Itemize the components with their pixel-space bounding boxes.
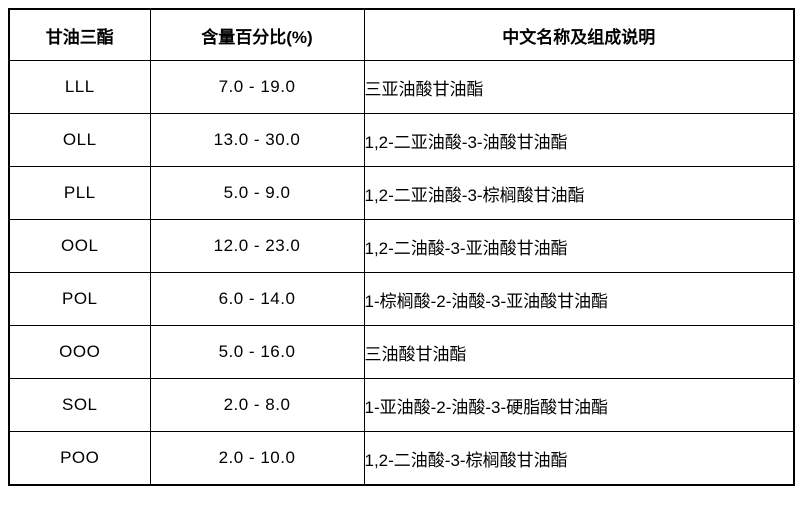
column-header-triglyceride: 甘油三酯 — [8, 8, 151, 61]
table-row: OOO 5.0 - 16.0 三油酸甘油酯 — [8, 325, 795, 379]
cell-range: 12.0 - 23.0 — [149, 219, 365, 273]
table-row: PLL 5.0 - 9.0 1,2-二亚油酸-3-棕榈酸甘油酯 — [8, 166, 795, 220]
cell-code: SOL — [8, 378, 151, 432]
table-row: POL 6.0 - 14.0 1-棕榈酸-2-油酸-3-亚油酸甘油酯 — [8, 272, 795, 326]
cell-name: 1,2-二油酸-3-棕榈酸甘油酯 — [363, 431, 795, 486]
triglyceride-composition-table: 甘油三酯 含量百分比(%) 中文名称及组成说明 LLL 7.0 - 19.0 三… — [8, 8, 795, 486]
cell-code: LLL — [8, 60, 151, 114]
cell-name: 三油酸甘油酯 — [363, 325, 795, 379]
column-header-percentage: 含量百分比(%) — [149, 8, 365, 61]
cell-range: 5.0 - 9.0 — [149, 166, 365, 220]
column-header-description: 中文名称及组成说明 — [363, 8, 795, 61]
cell-range: 6.0 - 14.0 — [149, 272, 365, 326]
cell-range: 13.0 - 30.0 — [149, 113, 365, 167]
cell-code: OOL — [8, 219, 151, 273]
header-row: 甘油三酯 含量百分比(%) 中文名称及组成说明 — [8, 8, 795, 61]
cell-code: OOO — [8, 325, 151, 379]
table-row: OLL 13.0 - 30.0 1,2-二亚油酸-3-油酸甘油酯 — [8, 113, 795, 167]
cell-name: 1,2-二油酸-3-亚油酸甘油酯 — [363, 219, 795, 273]
cell-range: 7.0 - 19.0 — [149, 60, 365, 114]
table-row: POO 2.0 - 10.0 1,2-二油酸-3-棕榈酸甘油酯 — [8, 431, 795, 486]
cell-range: 2.0 - 8.0 — [149, 378, 365, 432]
cell-name: 1-亚油酸-2-油酸-3-硬脂酸甘油酯 — [363, 378, 795, 432]
cell-name: 三亚油酸甘油酯 — [363, 60, 795, 114]
cell-range: 5.0 - 16.0 — [149, 325, 365, 379]
table-row: LLL 7.0 - 19.0 三亚油酸甘油酯 — [8, 60, 795, 114]
table-row: OOL 12.0 - 23.0 1,2-二油酸-3-亚油酸甘油酯 — [8, 219, 795, 273]
table-row: SOL 2.0 - 8.0 1-亚油酸-2-油酸-3-硬脂酸甘油酯 — [8, 378, 795, 432]
cell-code: POL — [8, 272, 151, 326]
cell-name: 1,2-二亚油酸-3-棕榈酸甘油酯 — [363, 166, 795, 220]
cell-name: 1-棕榈酸-2-油酸-3-亚油酸甘油酯 — [363, 272, 795, 326]
cell-name: 1,2-二亚油酸-3-油酸甘油酯 — [363, 113, 795, 167]
cell-code: PLL — [8, 166, 151, 220]
cell-code: OLL — [8, 113, 151, 167]
cell-code: POO — [8, 431, 151, 486]
cell-range: 2.0 - 10.0 — [149, 431, 365, 486]
